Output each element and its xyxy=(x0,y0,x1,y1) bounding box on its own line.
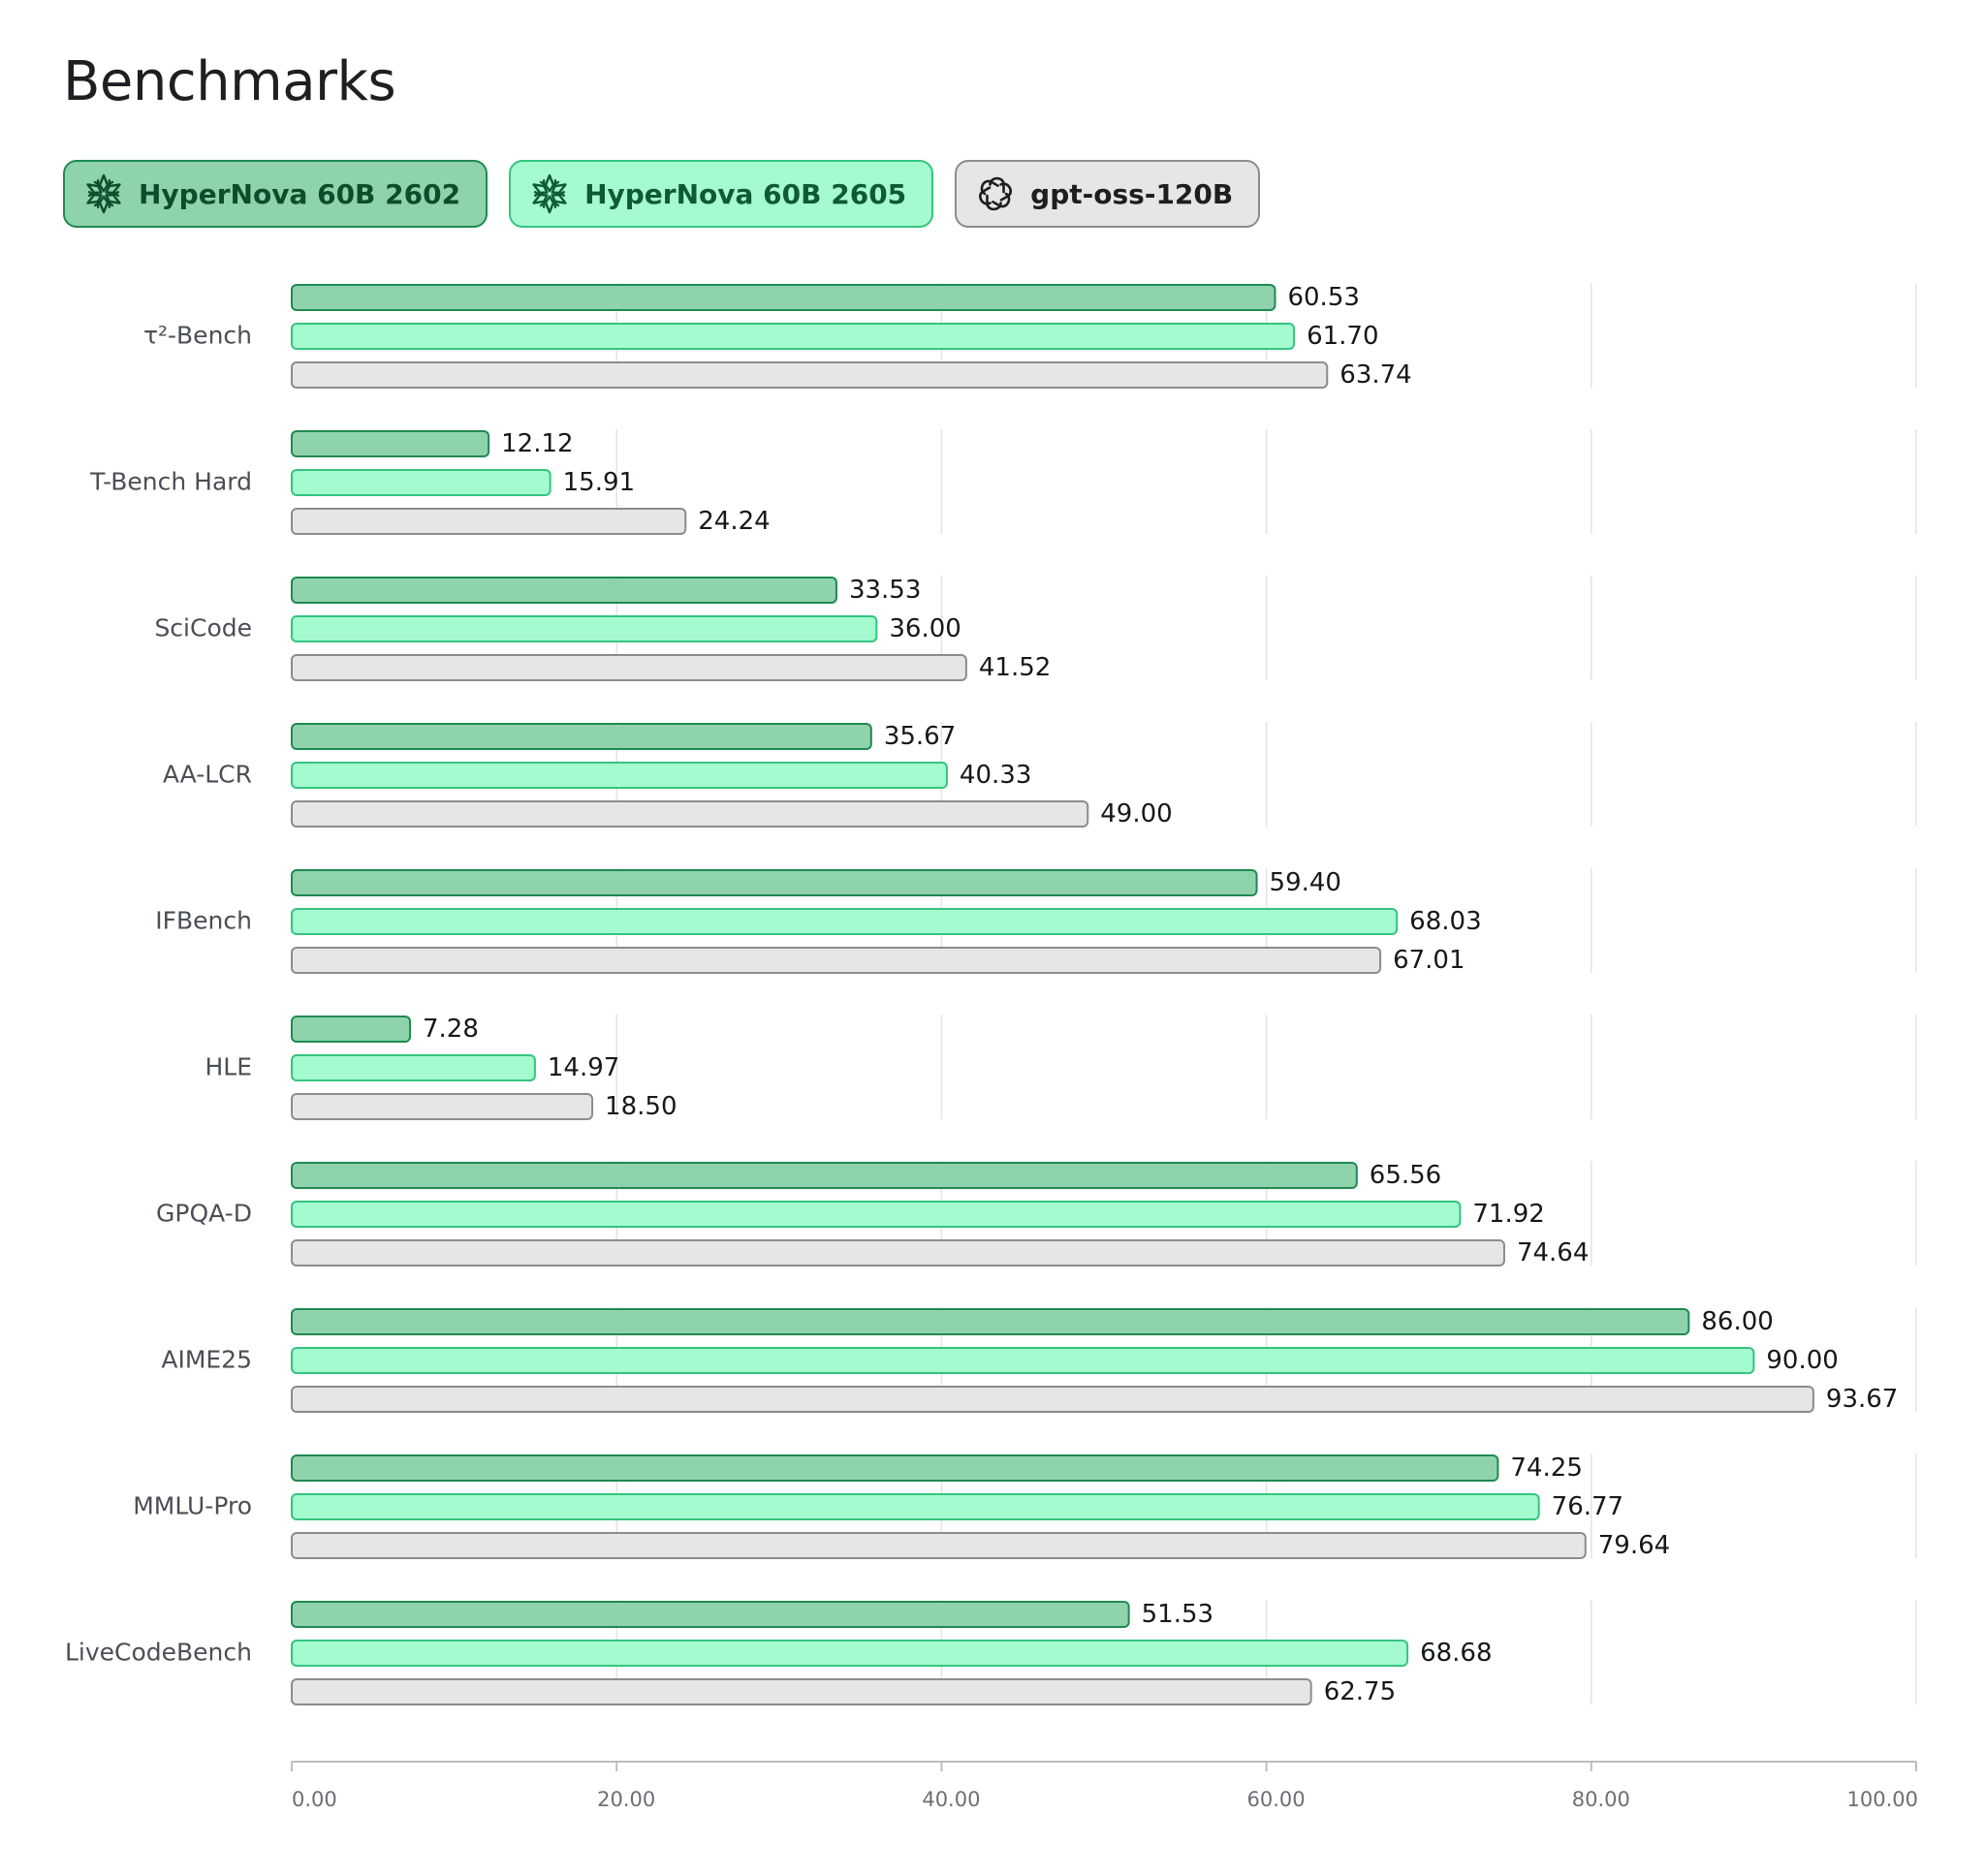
value-label: 12.12 xyxy=(501,429,573,458)
bar[interactable] xyxy=(291,284,1276,311)
bar[interactable] xyxy=(291,577,837,604)
value-label: 67.01 xyxy=(1393,946,1465,975)
bar[interactable] xyxy=(291,762,948,789)
page-title: Benchmarks xyxy=(63,50,396,113)
category-label: SciCode xyxy=(154,614,252,642)
category-label: MMLU-Pro xyxy=(133,1492,252,1520)
value-label: 33.53 xyxy=(849,576,921,605)
bar[interactable] xyxy=(291,800,1089,828)
value-label: 90.00 xyxy=(1766,1346,1838,1375)
category-label: T-Bench Hard xyxy=(89,468,252,496)
bar[interactable] xyxy=(291,469,551,496)
value-label: 74.25 xyxy=(1510,1454,1582,1483)
bar[interactable] xyxy=(291,1601,1130,1628)
legend: HyperNova 60B 2602 xyxy=(63,160,1261,228)
bar[interactable] xyxy=(291,1093,594,1120)
legend-label: HyperNova 60B 2602 xyxy=(139,177,461,210)
bar[interactable] xyxy=(291,1201,1462,1228)
bar[interactable] xyxy=(291,323,1296,350)
value-label: 74.64 xyxy=(1517,1238,1589,1267)
legend-item-gpt-oss-120b[interactable]: gpt-oss-120B xyxy=(955,160,1261,228)
category-label: HLE xyxy=(205,1053,252,1081)
x-tick-label: 40.00 xyxy=(922,1788,980,1811)
value-label: 65.56 xyxy=(1370,1161,1441,1190)
value-label: 71.92 xyxy=(1472,1200,1544,1229)
value-label: 93.67 xyxy=(1826,1385,1898,1414)
bar[interactable] xyxy=(291,947,1382,974)
category-label: IFBench xyxy=(155,907,252,935)
value-label: 14.97 xyxy=(548,1053,619,1082)
bar[interactable] xyxy=(291,1454,1499,1482)
value-label: 36.00 xyxy=(889,614,961,643)
value-label: 68.68 xyxy=(1420,1639,1492,1668)
value-label: 7.28 xyxy=(423,1015,479,1044)
bar[interactable] xyxy=(291,908,1399,935)
bar[interactable] xyxy=(291,1054,536,1081)
bar[interactable] xyxy=(291,723,872,750)
value-label: 49.00 xyxy=(1100,799,1172,829)
bar[interactable] xyxy=(291,1493,1540,1520)
bar[interactable] xyxy=(291,1678,1312,1705)
category-label: LiveCodeBench xyxy=(65,1639,252,1667)
snowflake-icon xyxy=(528,172,571,215)
value-label: 24.24 xyxy=(698,507,770,536)
bar[interactable] xyxy=(291,508,687,535)
category-label: AA-LCR xyxy=(163,761,252,789)
value-label: 79.64 xyxy=(1598,1531,1670,1560)
x-tick-label: 0.00 xyxy=(292,1788,337,1811)
bar[interactable] xyxy=(291,1386,1814,1413)
category-label: AIME25 xyxy=(161,1346,252,1374)
x-tick-label: 60.00 xyxy=(1247,1788,1306,1811)
value-label: 51.53 xyxy=(1142,1600,1213,1629)
value-label: 41.52 xyxy=(979,653,1051,682)
value-label: 61.70 xyxy=(1307,322,1378,351)
snowflake-icon xyxy=(82,172,125,215)
value-label: 35.67 xyxy=(884,722,956,751)
bar[interactable] xyxy=(291,869,1258,896)
bar[interactable] xyxy=(291,1347,1755,1374)
x-tick-label: 80.00 xyxy=(1572,1788,1630,1811)
value-label: 86.00 xyxy=(1701,1307,1773,1336)
bar[interactable] xyxy=(291,1016,412,1043)
value-label: 59.40 xyxy=(1270,868,1341,897)
value-label: 68.03 xyxy=(1409,907,1481,936)
bar[interactable] xyxy=(291,654,967,681)
bar[interactable] xyxy=(291,615,878,642)
legend-label: gpt-oss-120B xyxy=(1030,177,1234,210)
category-label: τ²-Bench xyxy=(143,322,252,350)
value-label: 15.91 xyxy=(563,468,635,497)
category-label: GPQA-D xyxy=(156,1200,252,1228)
legend-item-hypernova-2605[interactable]: HyperNova 60B 2605 xyxy=(509,160,934,228)
value-label: 18.50 xyxy=(605,1092,677,1121)
bar[interactable] xyxy=(291,1162,1358,1189)
openai-icon xyxy=(974,172,1017,215)
bar[interactable] xyxy=(291,1532,1587,1559)
bar[interactable] xyxy=(291,1640,1409,1667)
value-label: 62.75 xyxy=(1324,1677,1396,1706)
legend-item-hypernova-2602[interactable]: HyperNova 60B 2602 xyxy=(63,160,488,228)
bar[interactable] xyxy=(291,1308,1690,1335)
bar[interactable] xyxy=(291,1239,1505,1266)
value-label: 40.33 xyxy=(960,761,1031,790)
value-label: 60.53 xyxy=(1287,283,1359,312)
bar[interactable] xyxy=(291,361,1329,389)
bar[interactable] xyxy=(291,430,490,457)
value-label: 76.77 xyxy=(1552,1492,1623,1521)
x-tick-label: 20.00 xyxy=(597,1788,655,1811)
value-label: 63.74 xyxy=(1339,360,1411,390)
x-tick-label: 100.00 xyxy=(1847,1788,1918,1811)
legend-label: HyperNova 60B 2605 xyxy=(584,177,907,210)
